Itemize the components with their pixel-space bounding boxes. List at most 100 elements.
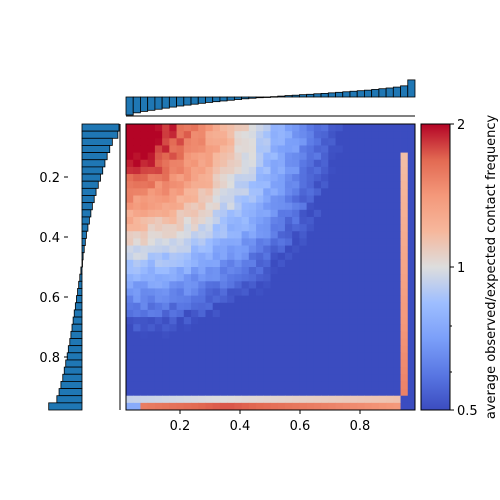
heatmap-cell bbox=[169, 138, 177, 146]
heatmap-cell bbox=[270, 295, 279, 304]
heatmap-cell bbox=[407, 209, 416, 218]
heatmap-cell bbox=[212, 159, 221, 168]
heatmap-cell bbox=[393, 352, 401, 361]
heatmap-cell bbox=[313, 395, 322, 404]
heatmap-cell bbox=[313, 338, 322, 347]
heatmap-cell bbox=[256, 181, 264, 189]
heatmap-cell bbox=[313, 374, 322, 382]
heatmap-cell bbox=[176, 281, 185, 289]
heatmap-cell bbox=[162, 131, 170, 139]
top-histogram-bar bbox=[255, 96, 264, 99]
heatmap-cell bbox=[133, 302, 141, 311]
heatmap-cell bbox=[133, 317, 141, 325]
heatmap-cell bbox=[256, 245, 264, 254]
heatmap-cell bbox=[292, 381, 300, 389]
heatmap-cell bbox=[306, 317, 315, 325]
heatmap-cell bbox=[364, 181, 373, 189]
heatmap-cell bbox=[248, 302, 257, 311]
heatmap-cell bbox=[234, 259, 243, 268]
heatmap-cell bbox=[147, 402, 156, 411]
heatmap-cell bbox=[154, 295, 163, 304]
heatmap-cell bbox=[299, 159, 308, 168]
heatmap-cell bbox=[321, 338, 329, 347]
heatmap-cell bbox=[306, 302, 315, 311]
heatmap-cell bbox=[299, 152, 308, 161]
heatmap-cell bbox=[407, 174, 416, 182]
heatmap-cell bbox=[364, 324, 373, 332]
heatmap-cell bbox=[407, 317, 416, 325]
heatmap-cell bbox=[191, 259, 199, 268]
heatmap-cell bbox=[284, 331, 293, 339]
heatmap-cell bbox=[205, 145, 214, 153]
top-histogram-bar bbox=[205, 96, 214, 103]
left-histogram-bar bbox=[80, 266, 83, 275]
heatmap-cell bbox=[407, 238, 416, 246]
heatmap-cell bbox=[321, 274, 329, 282]
heatmap-cell bbox=[126, 131, 134, 139]
heatmap-cell bbox=[306, 359, 315, 368]
heatmap-cell bbox=[371, 224, 380, 232]
heatmap-cell bbox=[342, 352, 351, 361]
heatmap-cell bbox=[191, 152, 199, 161]
heatmap-cell bbox=[191, 231, 199, 239]
heatmap-cell bbox=[299, 281, 308, 289]
heatmap-cell bbox=[306, 188, 315, 196]
heatmap-cell bbox=[393, 317, 401, 325]
heatmap-cell bbox=[126, 317, 134, 325]
heatmap-cell bbox=[183, 259, 192, 268]
y-tick-label: 0.2 bbox=[39, 171, 60, 186]
left-histogram-bar bbox=[62, 373, 83, 382]
heatmap-cell bbox=[357, 395, 365, 404]
heatmap-cell bbox=[169, 245, 177, 254]
heatmap-cell bbox=[306, 245, 315, 254]
heatmap-cell bbox=[364, 359, 373, 368]
heatmap-cell bbox=[349, 245, 358, 254]
heatmap-cell bbox=[313, 288, 322, 296]
heatmap-cell bbox=[219, 202, 228, 211]
left-histogram-bar bbox=[58, 388, 83, 397]
top-histogram-bar bbox=[392, 86, 401, 98]
heatmap-cell bbox=[191, 352, 199, 361]
heatmap-cell bbox=[234, 309, 243, 318]
heatmap-cell bbox=[241, 331, 250, 339]
heatmap-cell bbox=[191, 402, 199, 411]
heatmap-cell bbox=[212, 367, 221, 375]
heatmap-cell bbox=[400, 195, 409, 204]
heatmap-cell bbox=[248, 238, 257, 246]
heatmap-cell bbox=[162, 216, 170, 225]
heatmap-cell bbox=[227, 374, 235, 382]
heatmap-cell bbox=[321, 202, 329, 211]
heatmap-cell bbox=[364, 224, 373, 232]
heatmap-cell bbox=[328, 367, 336, 375]
heatmap-cell bbox=[349, 188, 358, 196]
heatmap-cell bbox=[212, 124, 221, 132]
heatmap-cell bbox=[357, 238, 365, 246]
heatmap-cell bbox=[234, 131, 243, 139]
heatmap-cell bbox=[349, 181, 358, 189]
heatmap-cell bbox=[162, 374, 170, 382]
heatmap-cell bbox=[400, 345, 409, 354]
heatmap-cell bbox=[162, 195, 170, 204]
heatmap-cell bbox=[371, 274, 380, 282]
heatmap-cell bbox=[400, 181, 409, 189]
heatmap-cell bbox=[306, 259, 315, 268]
heatmap-cell bbox=[248, 181, 257, 189]
top-histogram-bar bbox=[400, 85, 409, 98]
heatmap-cell bbox=[212, 267, 221, 275]
top-histogram-bar bbox=[197, 96, 206, 104]
heatmap-cell bbox=[241, 181, 250, 189]
heatmap-cell bbox=[198, 267, 206, 275]
heatmap-cell bbox=[342, 174, 351, 182]
heatmap-cell bbox=[342, 317, 351, 325]
heatmap-cell bbox=[176, 259, 185, 268]
heatmap-cell bbox=[169, 338, 177, 347]
heatmap-cell bbox=[335, 224, 344, 232]
heatmap-cell bbox=[400, 259, 409, 268]
heatmap-cell bbox=[277, 166, 286, 175]
heatmap-cell bbox=[400, 402, 409, 411]
heatmap-cell bbox=[183, 238, 192, 246]
heatmap-cell bbox=[357, 324, 365, 332]
heatmap-cell bbox=[140, 367, 149, 375]
heatmap-cell bbox=[147, 367, 156, 375]
heatmap-cell bbox=[321, 367, 329, 375]
